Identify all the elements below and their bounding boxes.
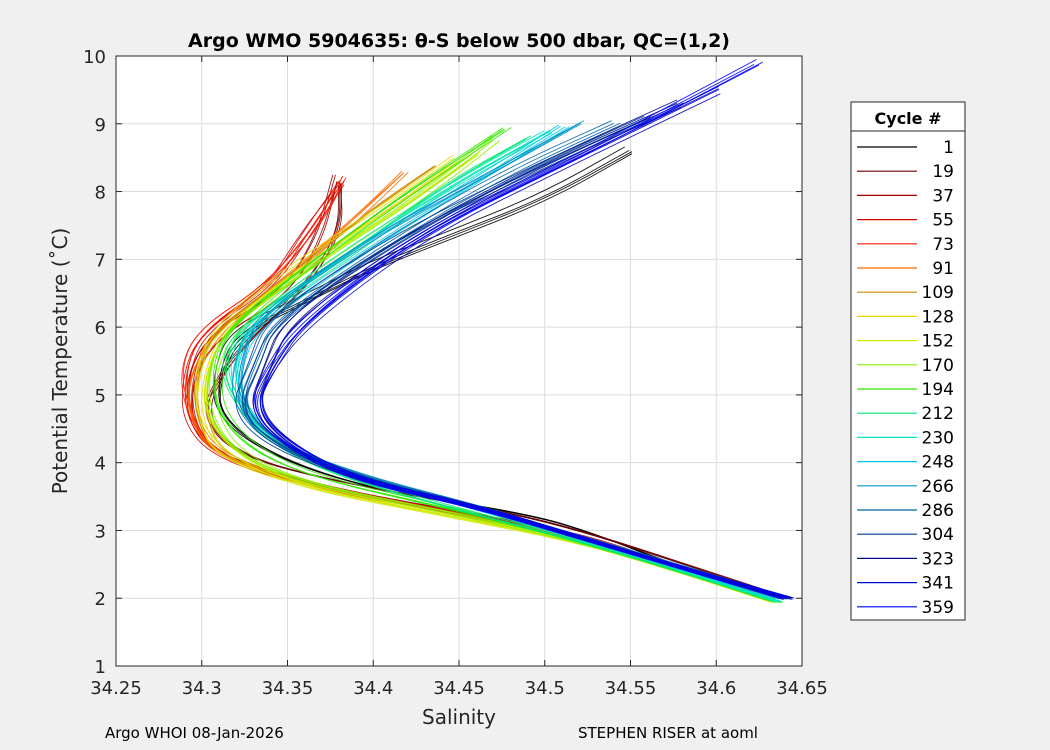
y-tick-label: 9 [95,115,106,136]
legend-label-304: 304 [922,525,954,545]
y-tick-label: 10 [83,47,106,68]
legend-label-1: 1 [943,138,954,158]
profile-line-9 [207,140,776,604]
footer-right-credit: STEPHEN RISER at aoml [578,724,758,742]
legend-label-91: 91 [932,259,954,279]
chart-title: Argo WMO 5904635: θ-S below 500 dbar, QC… [188,30,730,52]
legend-label-128: 128 [922,307,954,327]
y-tick-label: 7 [95,250,106,271]
x-tick-label: 34.55 [605,678,657,699]
y-tick-label: 3 [95,521,106,542]
axis-ticks [115,55,803,667]
y-tick-label: 8 [95,183,106,204]
x-tick-label: 34.65 [776,678,828,699]
legend-label-152: 152 [922,332,954,352]
x-tick-label: 34.4 [353,678,393,699]
y-axis-label: Potential Temperature (˚C) [48,228,72,495]
y-tick-label: 1 [95,657,106,678]
series-layer [181,59,795,604]
legend-label-341: 341 [922,574,954,594]
legend-label-109: 109 [922,283,954,303]
legend-label-230: 230 [922,428,954,448]
x-tick-label: 34.45 [433,678,485,699]
x-tick-label: 34.25 [90,678,142,699]
x-tick-label: 34.5 [525,678,565,699]
x-axis-label: Salinity [422,705,496,729]
x-tick-label: 34.35 [262,678,314,699]
legend-label-266: 266 [922,477,954,497]
y-tick-label: 5 [95,386,106,407]
legend-label-359: 359 [922,598,954,618]
footer-left-credit: Argo WHOI 08-Jan-2026 [105,724,284,742]
legend-label-286: 286 [922,501,954,521]
legend-label-212: 212 [922,404,954,424]
legend-label-55: 55 [932,211,954,231]
legend-entries: 1 19 37 55 73 91 109 128 152 170 194 212 230 248 266 28… [857,138,954,618]
profile-line-19 [255,64,786,600]
legend-label-248: 248 [922,453,954,473]
legend-title: Cycle # [875,109,942,128]
legend-label-170: 170 [922,356,954,376]
y-tick-labels: 1 2 3 4 5 6 7 8 9 10 [83,47,106,678]
y-tick-label: 4 [95,454,106,475]
x-tick-label: 34.6 [696,678,736,699]
legend-label-37: 37 [932,186,954,206]
y-tick-label: 2 [95,589,106,610]
legend-label-19: 19 [932,162,954,182]
legend-label-323: 323 [922,549,954,569]
legend-label-73: 73 [932,235,954,255]
y-tick-label: 6 [95,318,106,339]
x-tick-label: 34.3 [182,678,222,699]
legend-label-194: 194 [922,380,954,400]
legend: Cycle # 1 19 37 55 73 91 109 128 152 170 194 212 230… [850,101,966,621]
x-tick-labels: 34.25 34.3 34.35 34.4 34.45 34.5 34.55 34.6 34.6… [90,678,828,699]
